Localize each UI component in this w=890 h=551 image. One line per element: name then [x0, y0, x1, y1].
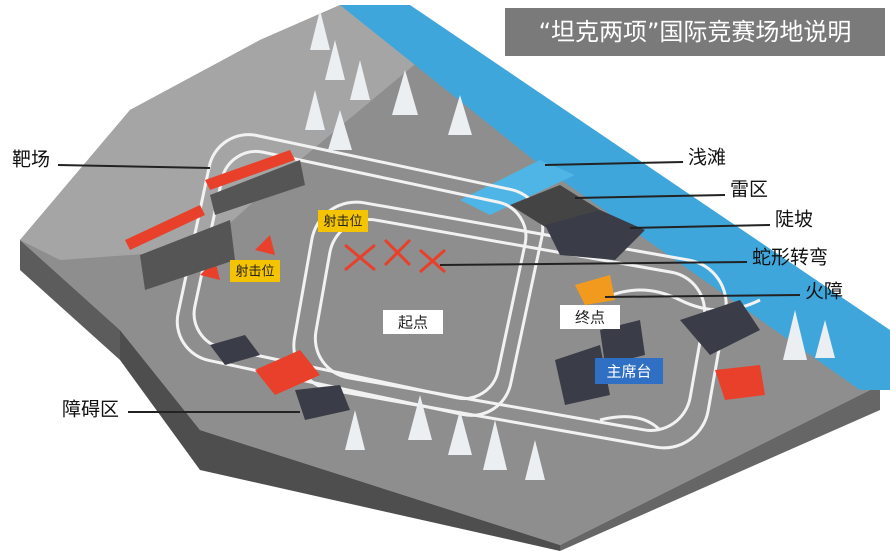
leader-line — [604, 294, 801, 298]
leader-line — [544, 161, 684, 166]
leader-line — [57, 164, 211, 169]
map-label: 起点 — [398, 314, 428, 332]
cliff-front — [120, 330, 560, 551]
map-label: 主席台 — [606, 363, 651, 381]
callout-label: 障碍区 — [62, 399, 119, 421]
cliff-left — [20, 240, 120, 360]
callout-label: 火障 — [805, 281, 843, 303]
hill — [20, 5, 420, 260]
title: “坦克两项”国际竞赛场地说明 — [539, 18, 852, 46]
map-label: 终点 — [575, 309, 605, 327]
features — [210, 185, 765, 420]
leader-line — [574, 194, 726, 199]
trees — [305, 10, 835, 480]
map-label-box — [595, 358, 663, 384]
callout-label: 浅滩 — [688, 147, 726, 169]
map-label-box — [560, 305, 620, 329]
map-label: 射击位 — [235, 264, 274, 280]
leader-line — [439, 261, 748, 266]
map-label-box — [230, 260, 280, 282]
title-box — [505, 8, 885, 56]
map-label-box — [318, 210, 368, 232]
target-rows — [140, 160, 305, 290]
callout-label: 靶场 — [12, 149, 50, 171]
cliff-right — [560, 385, 880, 551]
callout-label: 雷区 — [730, 179, 768, 201]
map-label: 射击位 — [323, 214, 362, 230]
callout-label: 蛇形转弯 — [752, 247, 828, 269]
leader-line — [629, 224, 771, 229]
map-label-box — [383, 310, 443, 334]
callout-label: 陡坡 — [775, 209, 813, 231]
